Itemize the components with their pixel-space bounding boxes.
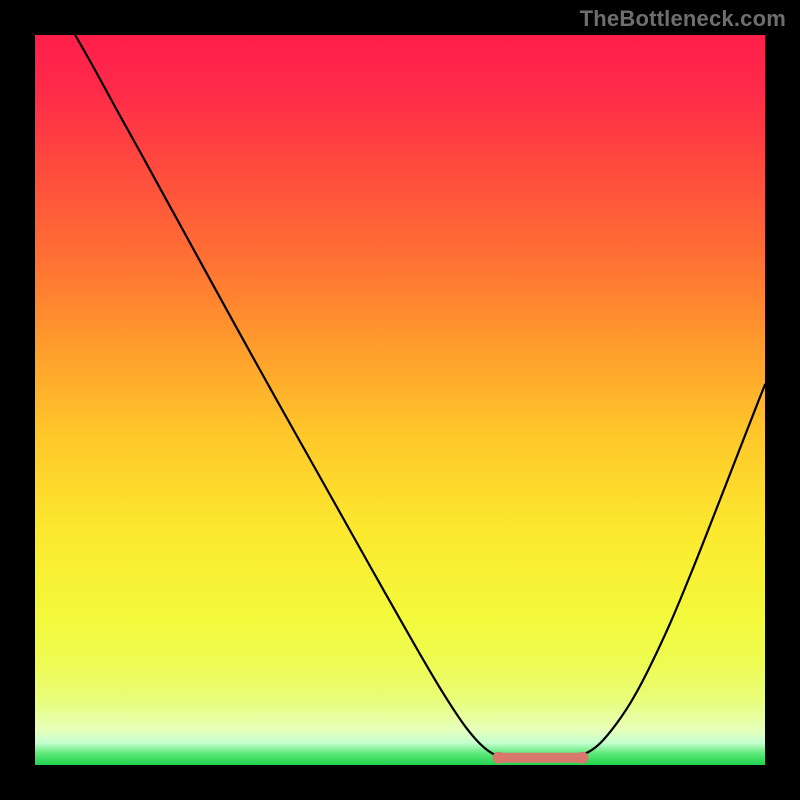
chart-container: TheBottleneck.com bbox=[0, 0, 800, 800]
chart-svg bbox=[0, 0, 800, 800]
watermark-text: TheBottleneck.com bbox=[580, 6, 786, 32]
optimal-range-endpoint-left bbox=[493, 752, 505, 764]
optimal-range-endpoint-right bbox=[577, 752, 589, 764]
